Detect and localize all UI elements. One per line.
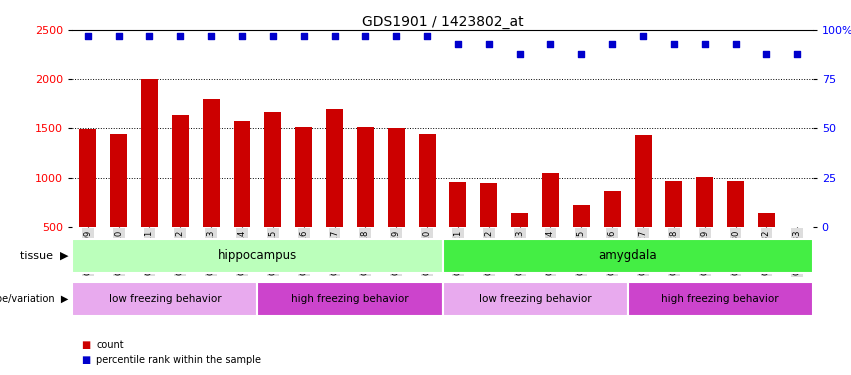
Bar (79, 129, 96, 276)
Bar (449, 182, 466, 276)
Bar (480, 183, 497, 276)
Bar (573, 205, 590, 276)
Point (451, 41, 465, 47)
Bar (72, 282, 257, 316)
Point (482, 41, 495, 47)
Text: high freezing behavior: high freezing behavior (661, 294, 779, 304)
Point (143, 33, 157, 39)
Bar (627, 282, 813, 316)
Bar (72, 239, 443, 273)
Bar (789, 228, 806, 276)
Text: tissue  ▶: tissue ▶ (20, 251, 68, 261)
Bar (265, 112, 282, 276)
Point (637, 33, 650, 39)
Point (728, 41, 742, 47)
Bar (696, 177, 713, 276)
Bar (110, 134, 127, 276)
Point (111, 33, 125, 39)
Point (390, 33, 403, 39)
Point (358, 33, 372, 39)
Bar (635, 135, 652, 276)
Bar (326, 109, 343, 276)
Bar (257, 282, 443, 316)
Point (328, 33, 341, 39)
Bar (511, 213, 528, 276)
Bar (542, 173, 559, 276)
Point (174, 33, 187, 39)
Point (420, 33, 434, 39)
Text: amygdala: amygdala (598, 249, 657, 262)
Bar (603, 191, 620, 276)
Point (297, 33, 311, 39)
Text: ■: ■ (81, 355, 90, 365)
Bar (443, 282, 627, 316)
Bar (203, 99, 220, 276)
Text: hippocampus: hippocampus (218, 249, 297, 262)
Point (574, 51, 588, 57)
Point (266, 33, 280, 39)
Bar (758, 213, 775, 276)
Title: GDS1901 / 1423802_at: GDS1901 / 1423802_at (362, 15, 523, 29)
Point (513, 51, 527, 57)
Point (605, 41, 619, 47)
Bar (727, 181, 744, 276)
Bar (388, 128, 405, 276)
Bar (357, 128, 374, 276)
Text: low freezing behavior: low freezing behavior (109, 294, 221, 304)
Point (544, 41, 557, 47)
Bar (233, 121, 250, 276)
Bar (141, 79, 158, 276)
Point (81, 33, 94, 39)
Text: high freezing behavior: high freezing behavior (291, 294, 408, 304)
Text: percentile rank within the sample: percentile rank within the sample (96, 355, 261, 365)
Text: low freezing behavior: low freezing behavior (479, 294, 591, 304)
Point (791, 51, 804, 57)
Point (760, 51, 774, 57)
Point (698, 41, 711, 47)
Text: ■: ■ (81, 340, 90, 350)
Bar (172, 115, 189, 276)
Bar (443, 239, 813, 273)
Point (235, 33, 248, 39)
Bar (419, 134, 436, 276)
Bar (665, 181, 683, 276)
Bar (295, 128, 312, 276)
Text: genotype/variation  ▶: genotype/variation ▶ (0, 294, 68, 304)
Point (204, 33, 218, 39)
Point (667, 41, 681, 47)
Text: count: count (96, 340, 123, 350)
